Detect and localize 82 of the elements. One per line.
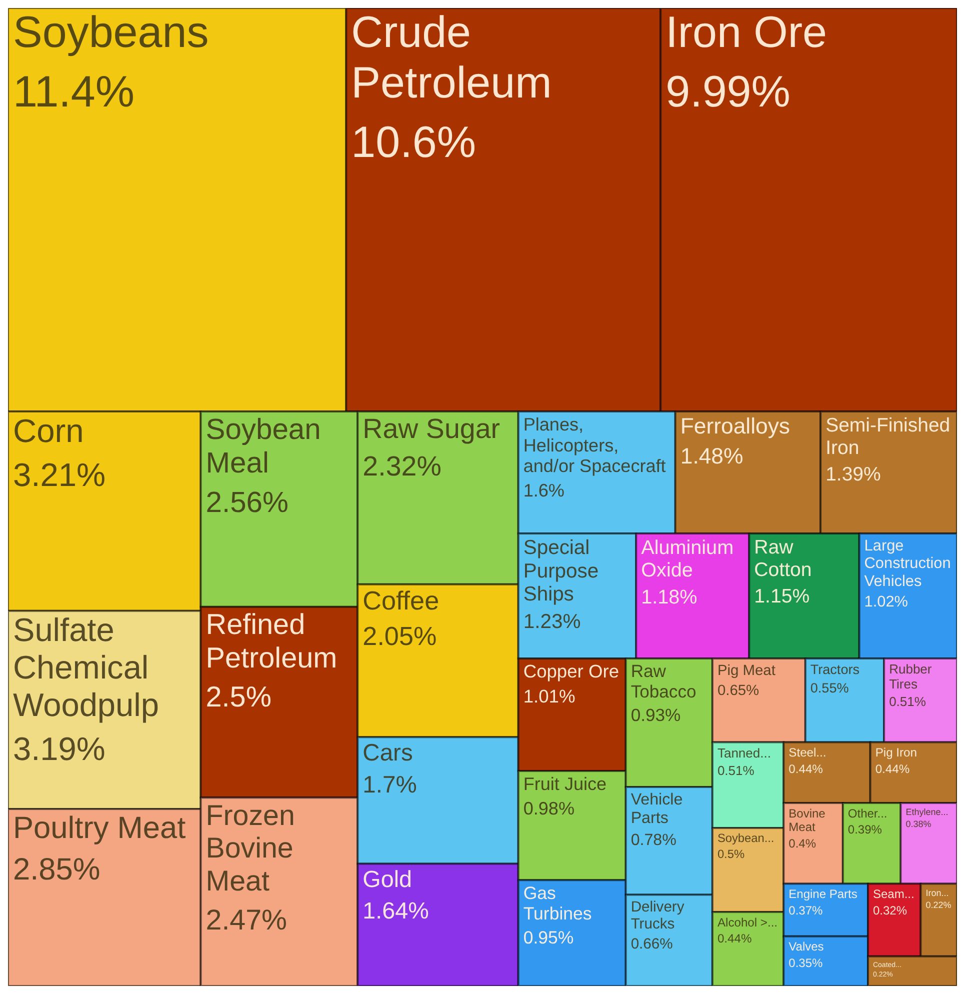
data-label: 0.32%: [872, 903, 908, 918]
category-label: Ferroalloys: [680, 414, 790, 439]
category-label: Tanned...: [717, 745, 772, 760]
data-label: 2.85%: [13, 851, 100, 886]
data-label: 2.05%: [362, 620, 437, 651]
category-label: Steel...: [788, 746, 826, 760]
category-label: Tractors: [810, 662, 860, 677]
data-label: 0.55%: [810, 680, 849, 696]
data-label: 0.98%: [523, 798, 575, 818]
category-label: Pig Meat: [717, 662, 776, 679]
category-label: Semi-Finished Iron: [826, 414, 950, 460]
data-label: 1.15%: [754, 586, 810, 608]
data-label: 9.99%: [666, 68, 790, 117]
data-label: 1.6%: [523, 480, 564, 500]
data-label: 0.5%: [717, 847, 745, 862]
category-label: Soybean Meal: [206, 414, 321, 480]
category-label: Soybean...: [717, 831, 774, 846]
category-label: Planes, Helicopters, and/or Spacecraft: [523, 414, 666, 476]
data-label: 2.56%: [206, 487, 288, 520]
category-label: Bovine Meat: [788, 806, 826, 834]
category-label: Pig Iron: [875, 746, 917, 760]
data-label: 1.18%: [641, 586, 698, 608]
data-label: 3.21%: [13, 456, 106, 493]
data-label: 0.95%: [523, 927, 574, 948]
data-label: 2.32%: [362, 450, 442, 482]
category-label: Large Construction Vehicles: [864, 537, 951, 590]
data-label: 0.78%: [630, 830, 676, 849]
data-label: 0.51%: [889, 694, 926, 710]
data-label: 11.4%: [13, 68, 134, 117]
category-label: Cars: [362, 740, 413, 767]
category-label: Gold: [362, 866, 412, 892]
category-label: Engine Parts: [788, 887, 858, 902]
data-label: 0.39%: [848, 822, 882, 837]
data-label: 1.64%: [362, 897, 429, 924]
category-label: Raw Tobacco: [630, 661, 697, 702]
category-label: Other...: [848, 806, 888, 820]
data-label: 1.39%: [826, 463, 881, 486]
category-label: Aluminium Oxide: [641, 536, 734, 582]
data-label: 3.19%: [13, 731, 106, 768]
data-label: 0.44%: [875, 762, 910, 776]
category-label: Sulfate Chemical Woodpulp: [13, 612, 159, 724]
category-label: Vehicle Parts: [630, 790, 683, 828]
category-label: Raw Cotton: [754, 536, 812, 582]
data-label: 0.44%: [717, 932, 752, 946]
category-label: Iron...: [926, 888, 949, 898]
category-label: Raw Sugar: [362, 413, 500, 444]
category-label: Frozen Bovine Meat: [206, 800, 295, 898]
data-label: 1.02%: [864, 594, 908, 611]
data-label: 0.22%: [926, 900, 952, 910]
data-label: 1.23%: [523, 611, 581, 634]
data-label: 2.47%: [206, 904, 287, 936]
category-label: Rubber Tires: [889, 662, 932, 692]
data-label: 0.38%: [906, 819, 932, 830]
category-label: Gas Turbines: [523, 882, 592, 924]
data-label: 0.66%: [630, 936, 673, 952]
category-label: Seam...: [872, 887, 914, 902]
data-label: 0.93%: [630, 705, 681, 726]
category-label: Iron Ore: [666, 8, 828, 58]
data-label: 0.35%: [788, 956, 824, 970]
data-label: 10.6%: [351, 118, 476, 168]
category-label: Soybeans: [13, 8, 209, 58]
data-label: 1.7%: [362, 772, 417, 799]
category-label: Poultry Meat: [13, 810, 186, 845]
data-label: 2.5%: [206, 681, 272, 714]
category-label: Copper Ore: [523, 660, 620, 682]
category-label: Ethylene...: [906, 806, 948, 817]
data-label: 0.4%: [788, 836, 816, 850]
category-label: Crude Petroleum: [351, 8, 552, 108]
data-label: 0.51%: [717, 762, 755, 778]
data-label: 1.01%: [523, 685, 576, 706]
category-label: Delivery Trucks: [630, 899, 685, 932]
category-label: Valves: [788, 940, 824, 954]
category-label: Special Purpose Ships: [523, 537, 599, 606]
category-label: Corn: [13, 412, 84, 449]
data-label: 0.37%: [788, 903, 824, 918]
category-label: Alcohol >...: [717, 915, 778, 930]
data-label: 0.65%: [717, 682, 760, 699]
category-label: Fruit Juice: [523, 774, 607, 794]
category-label: Refined Petroleum: [206, 609, 338, 674]
data-label: 1.48%: [680, 444, 744, 469]
category-label: Coffee: [362, 586, 440, 616]
data-label: 0.44%: [788, 762, 824, 776]
